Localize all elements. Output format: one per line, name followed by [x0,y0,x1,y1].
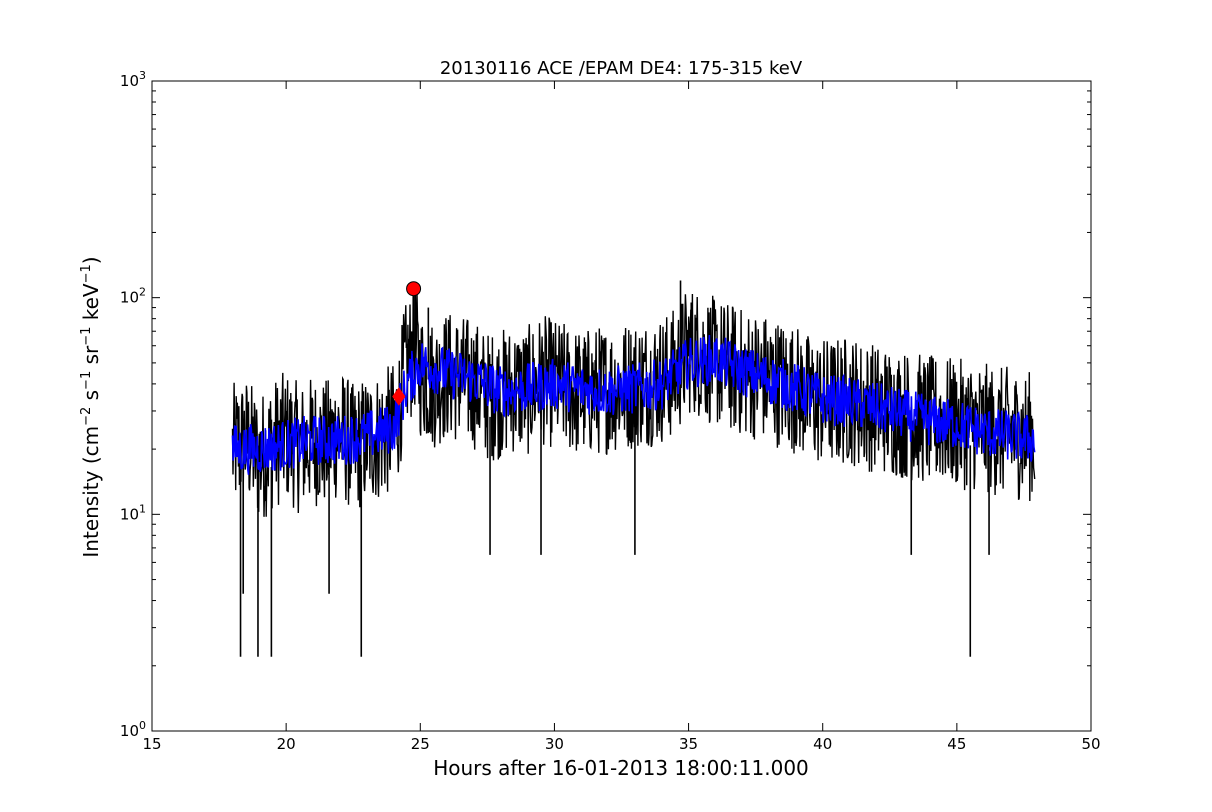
y-tick-label: 102 [120,286,146,307]
x-tick-label: 45 [947,735,966,753]
raw-intensity-line [231,284,1036,517]
chart-title: 20130116 ACE /EPAM DE4: 175-315 keV [440,58,803,79]
y-axis-label: Intensity (cm−2 s−1 sr−1 keV−1) [79,256,103,557]
series-layer [231,280,1036,657]
x-tick-label: 25 [411,735,430,753]
y-tick-label: 103 [120,69,146,90]
x-tick-label: 20 [277,735,296,753]
x-axis-label: Hours after 16-01-2013 18:00:11.000 [433,756,809,780]
smoothed-intensity-line [231,334,1036,475]
marker-layer [392,281,422,406]
tick-layer: 15 20 25 30 35 40 45 50 100 101 102 103 [120,69,1101,753]
x-tick-label: 50 [1081,735,1100,753]
x-tick-label: 40 [813,735,832,753]
axes-frame [151,80,1092,732]
x-tick-label: 15 [142,735,161,753]
x-tick-label: 30 [545,735,564,753]
y-tick-label: 100 [120,719,146,740]
y-tick-label: 101 [120,502,146,523]
plot-area: 15 20 25 30 35 40 45 50 100 101 102 103 [120,69,1101,753]
onset-diamond-marker [392,387,406,406]
x-tick-label: 35 [679,735,698,753]
peak-circle-marker [406,281,422,297]
